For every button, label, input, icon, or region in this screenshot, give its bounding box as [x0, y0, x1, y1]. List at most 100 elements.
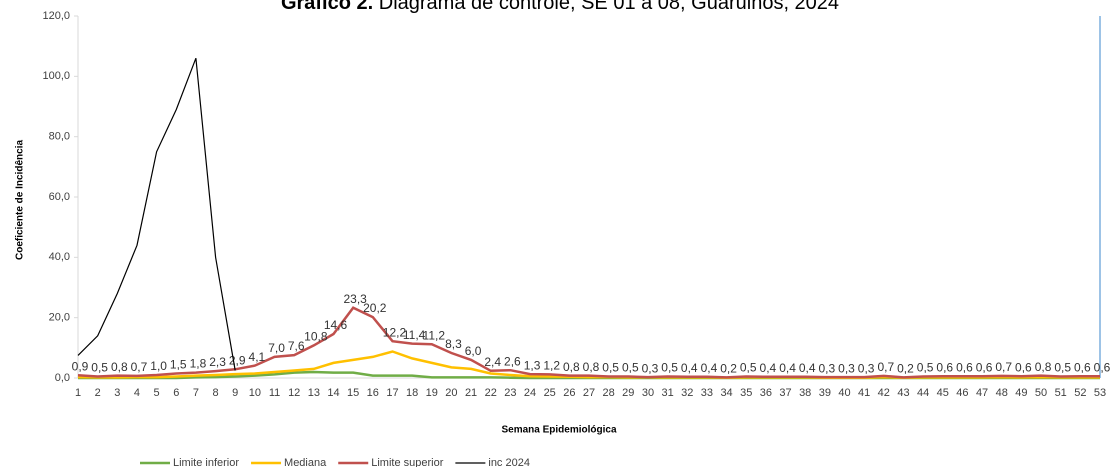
y-tick-label: 100,0 [42, 70, 70, 82]
x-tick-label: 38 [799, 387, 811, 399]
x-tick-label: 47 [976, 387, 988, 399]
data-label: 2,6 [504, 354, 521, 368]
x-tick-label: 29 [622, 387, 634, 399]
data-label: 11,4 [403, 328, 426, 342]
x-tick-label: 17 [386, 387, 398, 399]
data-label: 20,2 [363, 301, 387, 315]
x-tick-label: 51 [1055, 387, 1067, 399]
x-tick-label: 1 [75, 387, 81, 399]
data-label: 0,4 [701, 361, 718, 375]
data-label: 12,2 [383, 325, 407, 339]
x-tick-label: 28 [603, 387, 615, 399]
y-tick-label: 80,0 [49, 131, 70, 143]
data-label: 1,2 [543, 359, 560, 373]
x-tick-label: 35 [740, 387, 752, 399]
data-label: 0,5 [661, 361, 678, 375]
title-prefix: Gráfico 2. [281, 0, 373, 14]
data-label: 8,3 [445, 337, 462, 351]
x-tick-label: 15 [347, 387, 359, 399]
title-text: Diagrama de controle, SE 01 a 08, Guarul… [379, 0, 839, 14]
data-label: 4,1 [249, 350, 266, 364]
x-tick-label: 25 [544, 387, 556, 399]
legend-label: inc 2024 [488, 457, 530, 467]
data-label: 0,6 [936, 360, 953, 374]
x-tick-label: 11 [269, 387, 280, 399]
data-label: 0,4 [779, 361, 796, 375]
legend-label: Mediana [284, 457, 327, 467]
x-tick-label: 45 [937, 387, 949, 399]
x-tick-label: 42 [878, 387, 890, 399]
x-tick-label: 4 [134, 387, 140, 399]
x-tick-label: 12 [288, 387, 300, 399]
data-label: 0,5 [1054, 361, 1071, 375]
x-tick-label: 41 [858, 387, 870, 399]
x-tick-label: 44 [917, 387, 929, 399]
x-tick-label: 16 [367, 387, 379, 399]
data-label: 0,6 [956, 360, 973, 374]
data-label: 1,8 [190, 357, 207, 371]
data-label: 2,9 [229, 353, 246, 367]
data-label: 0,8 [111, 360, 128, 374]
data-label: 0,3 [838, 361, 855, 375]
x-tick-label: 34 [720, 387, 732, 399]
x-tick-label: 26 [563, 387, 575, 399]
chart-title: Gráfico 2. Diagrama de controle, SE 01 a… [281, 0, 839, 14]
x-tick-label: 5 [154, 387, 160, 399]
x-tick-label: 20 [445, 387, 457, 399]
data-label: 6,0 [465, 344, 482, 358]
x-tick-label: 9 [232, 387, 238, 399]
data-label: 0,5 [622, 361, 639, 375]
x-tick-label: 48 [996, 387, 1008, 399]
data-label: 0,8 [1035, 360, 1052, 374]
x-tick-label: 50 [1035, 387, 1047, 399]
data-label: 10,8 [304, 330, 328, 344]
series-line [77, 57, 236, 371]
y-tick-label: 0,0 [55, 372, 70, 384]
x-tick-label: 8 [213, 387, 219, 399]
data-label: 0,8 [563, 360, 580, 374]
data-label: 0,2 [720, 362, 737, 376]
data-label: 0,6 [1015, 360, 1032, 374]
data-label: 0,4 [681, 361, 698, 375]
x-tick-label: 37 [779, 387, 791, 399]
y-tick-label: 40,0 [49, 251, 70, 263]
x-tick-label: 33 [701, 387, 713, 399]
x-tick-label: 49 [1015, 387, 1027, 399]
x-tick-label: 7 [193, 387, 199, 399]
data-label: 0,5 [91, 361, 108, 375]
x-tick-label: 3 [114, 387, 120, 399]
x-tick-label: 21 [465, 387, 477, 399]
x-tick-label: 19 [426, 387, 438, 399]
y-axis-label: Coeficiente de Incidência [15, 140, 26, 260]
data-label: 0,7 [995, 360, 1012, 374]
data-label: 0,3 [819, 361, 836, 375]
y-tick-label: 120,0 [42, 10, 70, 22]
data-label: 7,6 [288, 339, 305, 353]
x-tick-label: 18 [406, 387, 418, 399]
x-tick-label: 2 [95, 387, 101, 399]
data-label: 0,4 [760, 361, 777, 375]
data-label: 14,6 [324, 318, 348, 332]
x-tick-label: 53 [1094, 387, 1106, 399]
x-tick-label: 6 [173, 387, 179, 399]
data-label: 0,6 [976, 360, 993, 374]
x-axis-label: Semana Epidemiológica [501, 425, 616, 436]
x-tick-label: 24 [524, 387, 536, 399]
data-label: 0,4 [799, 361, 816, 375]
x-tick-label: 32 [681, 387, 693, 399]
data-label: 0,8 [583, 360, 600, 374]
data-label: 0,5 [740, 361, 757, 375]
x-tick-label: 43 [897, 387, 909, 399]
x-tick-label: 39 [819, 387, 831, 399]
data-label: 0,2 [897, 362, 914, 376]
data-label: 23,3 [343, 292, 367, 306]
data-label: 0,6 [1074, 360, 1091, 374]
x-tick-label: 23 [504, 387, 516, 399]
x-tick-label: 30 [642, 387, 654, 399]
data-label: 0,6 [1094, 360, 1111, 374]
data-label: 7,0 [268, 341, 285, 355]
x-tick-label: 40 [838, 387, 850, 399]
legend-label: Limite superior [371, 457, 443, 467]
data-label: 0,3 [858, 361, 875, 375]
y-tick-label: 60,0 [49, 191, 70, 203]
